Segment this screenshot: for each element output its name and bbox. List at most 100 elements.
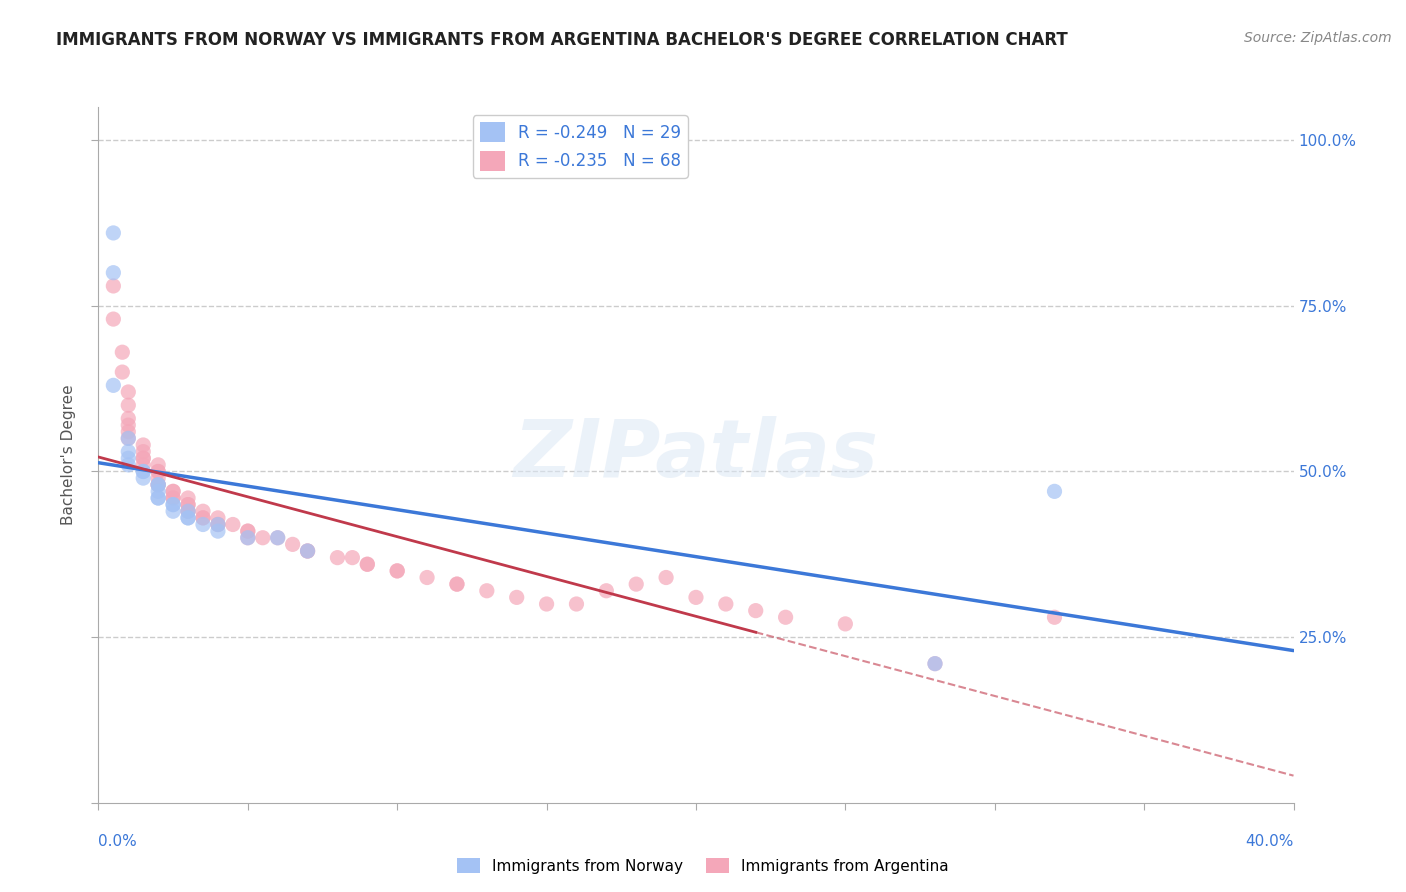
Point <box>111 365 134 379</box>
Point <box>252 531 274 545</box>
Text: Source: ZipAtlas.com: Source: ZipAtlas.com <box>1244 31 1392 45</box>
Point <box>148 484 170 499</box>
Point <box>281 537 304 551</box>
Point <box>595 583 617 598</box>
Point <box>103 226 125 240</box>
Point <box>162 491 184 505</box>
Point <box>117 451 139 466</box>
Point <box>148 477 170 491</box>
Point <box>132 444 155 458</box>
Point <box>132 451 155 466</box>
Point <box>536 597 558 611</box>
Point <box>111 345 134 359</box>
Point <box>117 431 139 445</box>
Point <box>132 451 155 466</box>
Point <box>162 484 184 499</box>
Point <box>267 531 290 545</box>
Text: 0.0%: 0.0% <box>98 834 138 849</box>
Point <box>177 504 200 518</box>
Point <box>506 591 529 605</box>
Point <box>117 444 139 458</box>
Point <box>117 425 139 439</box>
Point <box>1043 484 1066 499</box>
Point <box>148 491 170 505</box>
Point <box>177 498 200 512</box>
Point <box>103 266 125 280</box>
Point <box>326 550 349 565</box>
Point <box>191 517 214 532</box>
Point <box>207 511 229 525</box>
Point <box>356 558 378 572</box>
Text: ZIPatlas: ZIPatlas <box>513 416 879 494</box>
Point <box>236 531 259 545</box>
Point <box>297 544 319 558</box>
Point <box>177 511 200 525</box>
Point <box>148 491 170 505</box>
Point <box>685 591 707 605</box>
Point <box>177 504 200 518</box>
Point <box>236 524 259 538</box>
Point <box>148 471 170 485</box>
Point <box>775 610 797 624</box>
Point <box>446 577 468 591</box>
Point <box>162 504 184 518</box>
Point <box>103 378 125 392</box>
Point <box>162 498 184 512</box>
Point <box>626 577 648 591</box>
Point <box>714 597 737 611</box>
Point <box>177 491 200 505</box>
Point <box>191 504 214 518</box>
Point <box>267 531 290 545</box>
Legend: Immigrants from Norway, Immigrants from Argentina: Immigrants from Norway, Immigrants from … <box>451 852 955 880</box>
Point <box>148 465 170 479</box>
Point <box>1043 610 1066 624</box>
Point <box>191 511 214 525</box>
Point <box>132 465 155 479</box>
Point <box>117 398 139 412</box>
Point <box>924 657 946 671</box>
Point <box>222 517 245 532</box>
Point <box>177 498 200 512</box>
Point <box>207 517 229 532</box>
Point <box>148 477 170 491</box>
Point <box>148 458 170 472</box>
Y-axis label: Bachelor's Degree: Bachelor's Degree <box>60 384 76 525</box>
Point <box>924 657 946 671</box>
Point <box>177 504 200 518</box>
Point <box>207 517 229 532</box>
Point <box>236 531 259 545</box>
Point <box>297 544 319 558</box>
Point <box>834 616 856 631</box>
Point <box>162 484 184 499</box>
Text: 40.0%: 40.0% <box>1246 834 1294 849</box>
Point <box>132 438 155 452</box>
Point <box>117 458 139 472</box>
Point <box>103 312 125 326</box>
Point <box>177 511 200 525</box>
Point <box>148 465 170 479</box>
Text: IMMIGRANTS FROM NORWAY VS IMMIGRANTS FROM ARGENTINA BACHELOR'S DEGREE CORRELATIO: IMMIGRANTS FROM NORWAY VS IMMIGRANTS FRO… <box>56 31 1069 49</box>
Point <box>148 477 170 491</box>
Point <box>117 431 139 445</box>
Point <box>117 411 139 425</box>
Point <box>103 279 125 293</box>
Point <box>745 604 768 618</box>
Point <box>132 458 155 472</box>
Point <box>475 583 498 598</box>
Point <box>356 558 378 572</box>
Point <box>236 524 259 538</box>
Point <box>117 418 139 433</box>
Point <box>385 564 409 578</box>
Point <box>132 465 155 479</box>
Point <box>148 477 170 491</box>
Point <box>207 517 229 532</box>
Point <box>655 570 678 584</box>
Point <box>117 384 139 399</box>
Point <box>162 491 184 505</box>
Point <box>191 511 214 525</box>
Point <box>446 577 468 591</box>
Point <box>297 544 319 558</box>
Point <box>132 471 155 485</box>
Point <box>565 597 588 611</box>
Point <box>385 564 409 578</box>
